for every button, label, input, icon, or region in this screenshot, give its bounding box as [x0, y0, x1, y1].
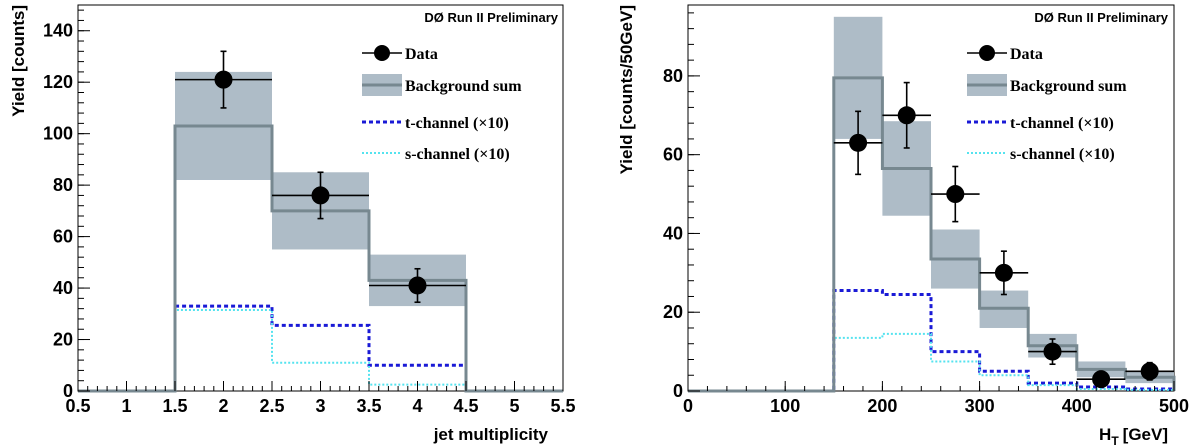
x-tick-label: 200 — [867, 396, 897, 416]
axes: 0 100 200 300 400 500 0 20 40 60 80 — [663, 12, 1189, 416]
preliminary-label: DØ Run II Preliminary — [1034, 10, 1168, 25]
data-point — [1043, 342, 1062, 361]
data-point — [994, 263, 1013, 282]
background-band — [833, 16, 1174, 384]
legend-t-channel-label: t-channel (×10) — [1010, 115, 1114, 132]
legend-data-marker — [979, 45, 995, 61]
legend-data-label: Data — [405, 46, 438, 63]
axes: 0.5 1 1.5 2 2.5 3 3.5 4 4.5 5 5.5 0 20 40 60 80 100 120 14… — [43, 9, 576, 416]
x-tick-label: 1.5 — [162, 396, 187, 416]
data-point — [408, 276, 427, 295]
y-tick-label: 60 — [663, 145, 683, 165]
x-axis-label-subscript: T — [1111, 434, 1119, 446]
data-point — [897, 106, 916, 125]
t-channel-histogram — [78, 304, 563, 393]
y-tick-label: 40 — [663, 223, 683, 243]
x-axis-label: HT [GeV] — [1099, 425, 1168, 446]
data-point — [214, 70, 233, 89]
y-tick-label: 40 — [53, 278, 73, 298]
x-tick-label: 500 — [1159, 396, 1189, 416]
y-tick-label: 140 — [43, 21, 73, 41]
data-point — [849, 133, 868, 152]
x-tick-label: 100 — [770, 396, 800, 416]
legend-background-label: Background sum — [1010, 78, 1127, 95]
x-tick-label: 3 — [315, 396, 325, 416]
data-points — [175, 50, 466, 304]
t-channel-line — [78, 304, 563, 393]
x-tick-label: 5.5 — [550, 396, 575, 416]
y-tick-label: 80 — [53, 175, 73, 195]
x-tick-label: 300 — [965, 396, 995, 416]
x-tick-label: 0.5 — [65, 396, 90, 416]
legend-data-label: Data — [1010, 46, 1043, 63]
legend-s-channel-label: s-channel (×10) — [405, 146, 510, 163]
x-tick-label: 2 — [218, 396, 228, 416]
preliminary-label: DØ Run II Preliminary — [424, 10, 558, 25]
legend-s-channel-label: s-channel (×10) — [1010, 146, 1115, 163]
x-tick-label: 4.5 — [453, 396, 478, 416]
y-tick-label: 0 — [63, 381, 73, 401]
x-tick-label: 400 — [1062, 396, 1092, 416]
plot-frame — [687, 4, 1175, 392]
y-tick-label: 120 — [43, 72, 73, 92]
background-sum-line — [688, 76, 1176, 393]
x-tick-label: 1 — [121, 396, 131, 416]
y-tick-label: 80 — [663, 66, 683, 86]
legend-t-channel-label: t-channel (×10) — [405, 115, 509, 132]
background-sum-histogram — [78, 124, 563, 393]
x-axis-label: jet multiplicity — [433, 425, 549, 444]
data-point — [946, 185, 965, 204]
s-channel-line — [78, 308, 563, 392]
y-axis-label: Yield [counts] — [9, 5, 28, 117]
x-tick-label: 2.5 — [259, 396, 284, 416]
y-tick-label: 60 — [53, 227, 73, 247]
legend: Data Background sum t-channel (×10) s-ch… — [967, 45, 1127, 163]
ht-chart: 0 100 200 300 400 500 0 20 40 60 80 DØ Run II Prel… — [617, 4, 1189, 446]
y-tick-label: 0 — [673, 381, 683, 401]
x-tick-label: 4 — [412, 396, 422, 416]
x-tick-label: 0 — [683, 396, 693, 416]
x-axis-label-unit: [GeV] — [1123, 425, 1168, 444]
legend: Data Background sum t-channel (×10) s-ch… — [362, 45, 522, 163]
data-points — [833, 81, 1174, 389]
legend-background-label: Background sum — [405, 78, 522, 95]
background-sum-histogram — [688, 76, 1176, 393]
y-axis-label: Yield [counts/50GeV] — [617, 5, 636, 174]
data-point — [1140, 362, 1159, 381]
data-point — [311, 186, 330, 205]
y-tick-label: 100 — [43, 124, 73, 144]
x-axis-label-main: H — [1099, 425, 1111, 444]
x-tick-label: 5 — [509, 396, 519, 416]
y-tick-label: 20 — [663, 302, 683, 322]
jet-multiplicity-chart: 0.5 1 1.5 2 2.5 3 3.5 4 4.5 5 5.5 0 20 40 60 80 100 120 14… — [9, 4, 576, 444]
legend-data-marker — [374, 45, 390, 61]
background-sum-line — [78, 124, 563, 393]
y-tick-label: 20 — [53, 330, 73, 350]
data-point — [1092, 370, 1111, 389]
s-channel-histogram — [78, 308, 563, 392]
x-tick-label: 3.5 — [356, 396, 381, 416]
